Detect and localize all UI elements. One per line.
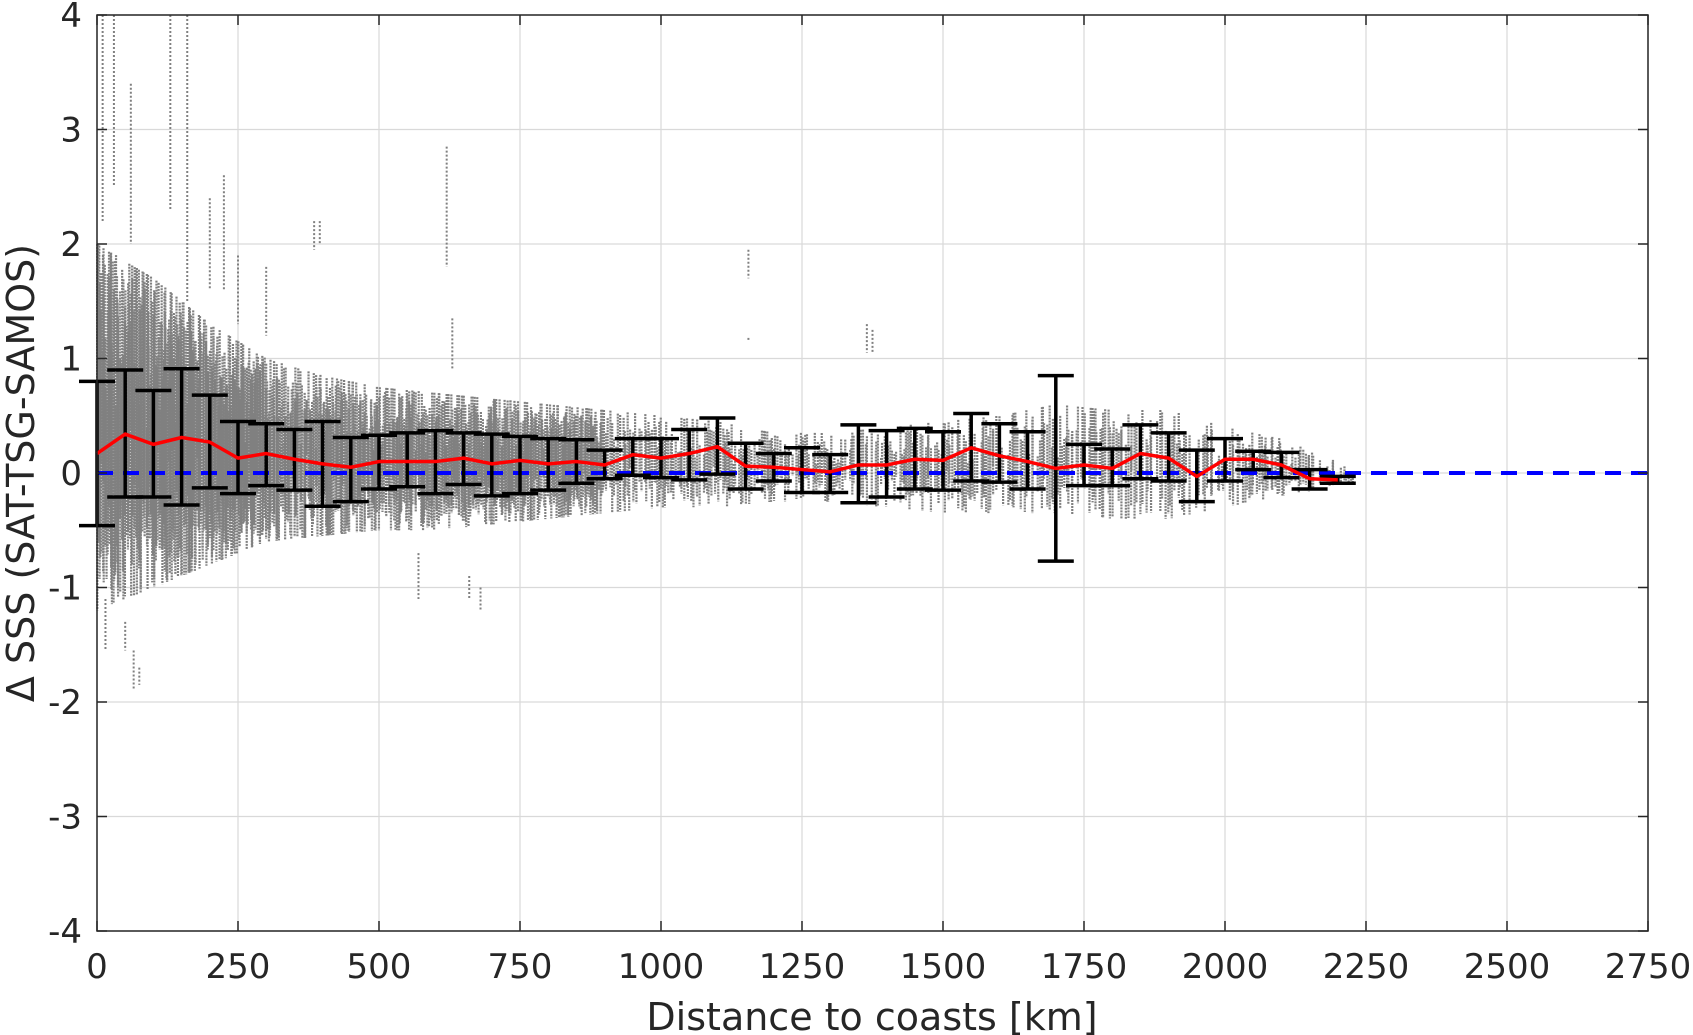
mean-polyline bbox=[96, 432, 1338, 482]
x-axis-label: Distance to coasts [km] bbox=[646, 995, 1097, 1035]
y-tick-label: 1 bbox=[60, 340, 82, 380]
y-tick-label: 2 bbox=[60, 225, 82, 265]
y-axis-ticks: 4 3 2 1 0 -1 -2 -3 -4 bbox=[48, 0, 1648, 952]
x-tick-label: 1250 bbox=[759, 947, 846, 987]
x-axis-ticks: 0 250 500 750 1000 1250 1500 1750 2000 2250 2500 27… bbox=[86, 15, 1691, 987]
y-tick-label: 3 bbox=[60, 111, 82, 151]
mean-line bbox=[96, 432, 1338, 482]
y-tick-label: -1 bbox=[48, 569, 82, 609]
x-tick-label: 1500 bbox=[900, 947, 987, 987]
x-tick-label: 2250 bbox=[1323, 947, 1410, 987]
x-tick-label: 1000 bbox=[618, 947, 705, 987]
x-tick-label: 750 bbox=[488, 947, 553, 987]
y-tick-label: 4 bbox=[60, 0, 82, 36]
y-tick-label: -4 bbox=[48, 912, 82, 952]
y-tick-label: -3 bbox=[48, 798, 82, 838]
x-tick-label: 0 bbox=[86, 947, 108, 987]
y-tick-label: -2 bbox=[48, 683, 82, 723]
y-tick-label: 0 bbox=[60, 454, 82, 494]
x-tick-label: 2500 bbox=[1464, 947, 1551, 987]
x-tick-label: 250 bbox=[206, 947, 271, 987]
x-tick-label: 1750 bbox=[1041, 947, 1128, 987]
x-tick-label: 2000 bbox=[1182, 947, 1269, 987]
x-tick-label: 2750 bbox=[1605, 947, 1692, 987]
y-axis-label: Δ SSS (SAT-TSG-SAMOS) bbox=[0, 244, 43, 702]
x-tick-label: 500 bbox=[347, 947, 412, 987]
